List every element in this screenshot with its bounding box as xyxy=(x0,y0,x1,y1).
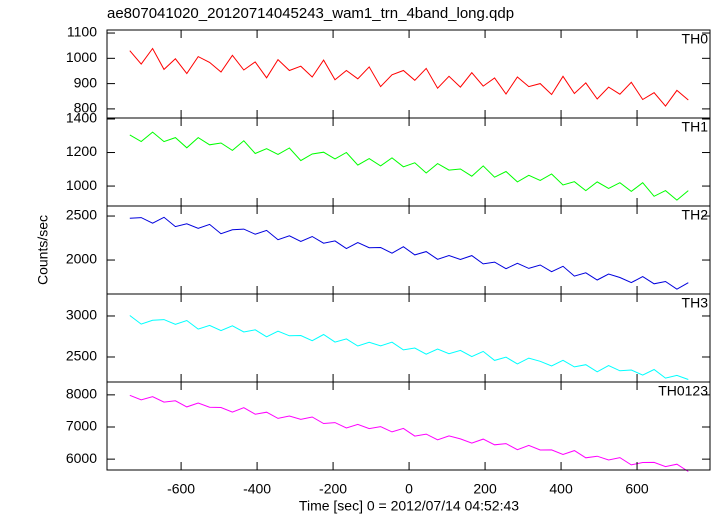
y-tick-label: 6000 xyxy=(66,450,97,466)
panel-label: TH2 xyxy=(682,207,709,223)
y-tick-label: 1100 xyxy=(67,24,97,40)
y-tick-label: 8000 xyxy=(66,386,97,402)
chart-title: ae807041020_20120714045243_wam1_trn_4ban… xyxy=(107,5,514,22)
data-line xyxy=(129,315,689,380)
y-tick-label: 1000 xyxy=(66,177,97,193)
y-tick-label: 2000 xyxy=(66,251,97,267)
panel-frame xyxy=(106,29,711,119)
x-tick-label: 0 xyxy=(405,481,413,497)
y-tick-label: 1400 xyxy=(66,110,97,126)
panel-label: TH1 xyxy=(682,119,709,135)
y-axis-label: Counts/sec xyxy=(35,215,51,285)
data-line xyxy=(129,394,689,472)
data-line xyxy=(129,216,689,290)
y-tick-label: 7000 xyxy=(66,418,97,434)
y-tick-label: 800 xyxy=(74,100,98,116)
x-tick-label: 600 xyxy=(625,481,649,497)
data-line xyxy=(129,131,689,201)
x-tick-label: -400 xyxy=(243,481,271,497)
panel-label: TH0123 xyxy=(658,383,708,399)
panel-frame xyxy=(106,381,711,471)
x-tick-label: -600 xyxy=(167,481,195,497)
y-tick-label: 900 xyxy=(74,74,98,90)
x-axis-label: Time [sec] 0 = 2012/07/14 04:52:43 xyxy=(299,498,519,514)
y-tick-label: 2500 xyxy=(66,348,97,364)
panel-label: TH0 xyxy=(682,31,709,47)
x-tick-label: 400 xyxy=(549,481,573,497)
y-tick-label: 3000 xyxy=(66,307,97,323)
panel-label: TH3 xyxy=(682,295,709,311)
x-tick-label: -200 xyxy=(319,481,347,497)
x-tick-label: 200 xyxy=(473,481,497,497)
y-tick-label: 1200 xyxy=(66,143,97,159)
panel-frame xyxy=(106,293,711,383)
y-tick-label: 2500 xyxy=(66,207,97,223)
data-line xyxy=(129,47,689,107)
y-tick-label: 1000 xyxy=(66,49,97,65)
panel-frame xyxy=(106,117,711,207)
